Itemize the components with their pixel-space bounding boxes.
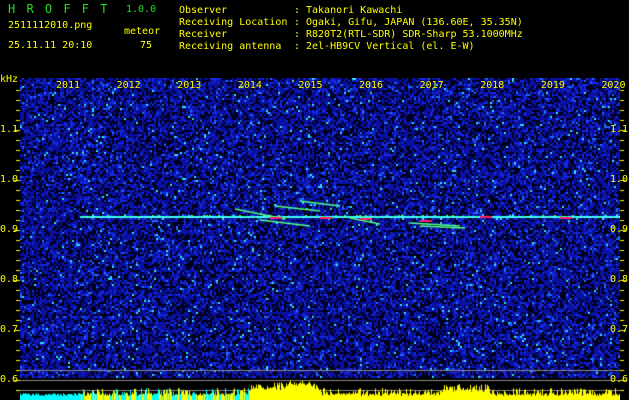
axis-unit: kHz: [0, 74, 19, 85]
info-label: Receiving Location: [179, 17, 288, 28]
time-label: 2013: [177, 80, 202, 91]
freq-tick-label: 1.1: [0, 124, 19, 135]
freq-tick-label: 0.9: [0, 224, 19, 235]
time-label: 2015: [298, 80, 323, 91]
freq-tick-label: 1.1: [610, 124, 629, 135]
spectrogram: [20, 78, 620, 400]
info-label: Receiving antenna: [179, 41, 282, 52]
meteor-count: 75: [140, 40, 153, 51]
info-sep: :: [294, 41, 301, 52]
info-value: Ogaki, Gifu, JAPAN (136.60E, 35.35N): [306, 17, 523, 28]
freq-tick-label: 0.9: [610, 224, 629, 235]
time-label: 2018: [480, 80, 505, 91]
info-label: Observer: [179, 5, 228, 16]
freq-tick-label: 0.6: [0, 374, 19, 385]
info-sep: :: [294, 17, 301, 28]
freq-tick-label: 1.0: [610, 174, 629, 185]
count-label: meteor: [124, 26, 161, 37]
info-value: Takanori Kawachi: [306, 5, 403, 16]
time-label: 2014: [237, 80, 262, 91]
info-value: R820T2(RTL-SDR) SDR-Sharp 53.1000MHz: [306, 29, 523, 40]
freq-tick-label: 0.7: [0, 324, 19, 335]
file-datetime: 25.11.11 20:10: [8, 40, 93, 51]
info-sep: :: [294, 5, 301, 16]
app-logo: H R O F F T: [8, 2, 110, 16]
freq-tick-label: 1.0: [0, 174, 19, 185]
freq-tick-label: 0.6: [610, 374, 629, 385]
time-label: 2017: [419, 80, 444, 91]
time-label: 2012: [116, 80, 141, 91]
time-label: 2020: [601, 80, 626, 91]
freq-tick-label: 0.7: [610, 324, 629, 335]
time-label: 2011: [56, 80, 81, 91]
freq-tick-label: 0.8: [610, 274, 629, 285]
time-label: 2016: [359, 80, 384, 91]
app-version: 1.0.0: [126, 4, 157, 15]
info-value: 2el-HB9CV Vertical (el. E-W): [306, 41, 475, 52]
file-name: 2511112010.png: [8, 20, 93, 31]
info-sep: :: [294, 29, 301, 40]
freq-tick-label: 0.8: [0, 274, 19, 285]
time-label: 2019: [540, 80, 565, 91]
info-label: Receiver: [179, 29, 228, 40]
